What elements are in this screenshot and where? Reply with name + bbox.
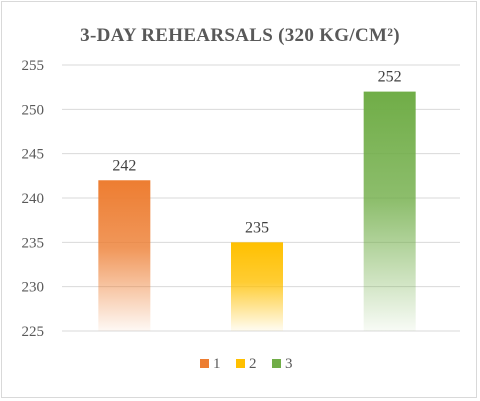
legend-swatch-2 xyxy=(236,359,245,368)
legend: 1 2 3 xyxy=(200,356,293,372)
legend-label-3: 3 xyxy=(285,356,293,372)
bars xyxy=(98,91,416,331)
legend-swatch-1 xyxy=(200,359,209,368)
y-tick-label: 230 xyxy=(22,280,45,296)
bar-2 xyxy=(231,242,283,331)
legend-label-1: 1 xyxy=(213,356,221,372)
chart-title: 3-DAY REHEARSALS (320 KG/CM²) xyxy=(80,25,400,46)
data-label-2: 235 xyxy=(245,219,269,236)
legend-swatch-3 xyxy=(272,359,281,368)
y-tick-label: 245 xyxy=(22,147,45,163)
data-labels: 242 235 252 xyxy=(112,69,401,237)
bar-3 xyxy=(363,91,416,331)
y-tick-label: 225 xyxy=(22,324,45,340)
data-label-3: 252 xyxy=(378,69,402,86)
y-axis-ticks: 225 230 235 240 245 250 255 xyxy=(22,58,45,340)
legend-label-2: 2 xyxy=(249,356,257,372)
bar-1 xyxy=(98,180,151,331)
y-tick-label: 250 xyxy=(22,102,45,118)
y-tick-label: 255 xyxy=(22,58,45,74)
y-tick-label: 235 xyxy=(22,235,45,251)
data-label-1: 242 xyxy=(112,157,136,174)
y-tick-label: 240 xyxy=(22,191,45,207)
